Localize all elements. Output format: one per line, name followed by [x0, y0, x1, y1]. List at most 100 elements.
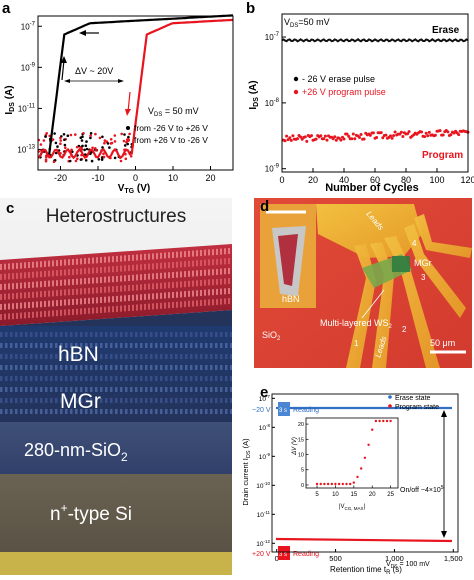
blue-atom	[220, 387, 223, 392]
red-atom	[176, 291, 178, 298]
noise-point	[103, 139, 107, 142]
blue-atom	[185, 398, 188, 403]
blue-atom	[95, 409, 98, 414]
blue-atom	[60, 332, 63, 337]
red-atom	[64, 279, 66, 286]
legend-erase-dot	[388, 395, 392, 399]
red-atom	[40, 311, 42, 318]
red-atom	[112, 306, 114, 313]
red-atom	[20, 262, 22, 269]
noise-point	[76, 157, 79, 160]
blue-atom	[65, 376, 68, 381]
b-plot-frame	[281, 13, 469, 173]
noise-point	[85, 140, 88, 143]
blue-atom	[175, 409, 178, 414]
inset-xtick-label: 5	[315, 492, 319, 498]
red-atom	[196, 270, 198, 277]
program-point	[420, 130, 423, 134]
red-atom	[12, 293, 14, 300]
red-atom	[108, 296, 110, 303]
red-atom	[148, 293, 150, 300]
red-atom	[120, 305, 122, 312]
red-atom	[28, 262, 30, 268]
red-atom	[148, 273, 150, 280]
red-atom	[136, 274, 138, 281]
red-atom	[104, 276, 106, 283]
red-atom	[36, 271, 38, 278]
red-atom	[200, 280, 202, 286]
red-atom	[84, 258, 86, 265]
red-atom	[152, 273, 154, 280]
red-atom	[120, 275, 122, 282]
blue-atom	[0, 387, 3, 392]
blue-atom	[190, 365, 193, 370]
gold-lead	[404, 224, 466, 318]
program-point	[371, 131, 375, 135]
red-atom	[12, 303, 14, 310]
red-atom	[212, 299, 214, 306]
blue-atom	[205, 343, 208, 348]
noise-point	[103, 141, 106, 145]
red-atom	[64, 289, 66, 296]
blue-atom	[100, 387, 103, 392]
blue-atom	[65, 354, 68, 359]
a-xtick-label: 20	[205, 173, 215, 183]
red-atom	[64, 299, 66, 306]
red-atom	[180, 271, 182, 278]
blue-atom	[95, 332, 98, 337]
red-atom	[40, 301, 42, 308]
inset-ylabel: ΔV (V)	[292, 437, 298, 456]
inset-ytick-label: 10	[298, 453, 304, 459]
blue-atom	[20, 398, 23, 403]
red-atom	[204, 249, 206, 256]
blue-atom	[105, 409, 108, 414]
red-atom	[188, 250, 190, 257]
red-atom	[172, 282, 174, 288]
noise-point	[108, 146, 111, 149]
minus20-label: −20 V	[252, 407, 271, 414]
panel-e: e Drain current IDS (A) 10-7 10-8 10-9 10-1…	[238, 384, 474, 576]
blue-atom	[220, 398, 223, 403]
program-point	[296, 137, 299, 141]
red-atom	[172, 272, 174, 278]
blue-atom	[10, 354, 13, 359]
erase-pulse-box	[278, 402, 290, 416]
panel-b-label: b	[246, 0, 256, 17]
blue-atom	[70, 387, 73, 392]
red-atom	[208, 259, 210, 266]
blue-atom	[50, 332, 53, 337]
blue-atom	[230, 376, 232, 381]
red-atom	[8, 293, 10, 300]
blue-atom	[25, 387, 28, 392]
program-label: Program	[422, 150, 463, 161]
blue-atom	[65, 343, 68, 348]
red-atom	[48, 260, 50, 267]
red-atom	[4, 313, 6, 320]
e-vds-label: VDS = 100 mV	[386, 561, 430, 570]
red-atom	[108, 286, 110, 293]
red-atom	[192, 290, 194, 297]
blue-atom	[115, 387, 118, 392]
erase-pulse-time: 3 s	[279, 408, 287, 414]
blue-atom	[100, 332, 103, 337]
blue-atom	[0, 343, 3, 348]
red-atom	[28, 312, 30, 318]
a-xtick-label: -20	[54, 173, 67, 183]
delta-left-head	[64, 79, 70, 83]
a-yaxis-ticks: 10-7 10-9 10-11 10-13	[17, 21, 42, 154]
blue-atom	[210, 343, 213, 348]
noise-point	[59, 142, 62, 145]
blue-atom	[95, 365, 98, 370]
red-atom	[36, 281, 38, 288]
blue-atom	[125, 332, 128, 337]
blue-atom	[40, 354, 43, 359]
blue-atom	[210, 332, 213, 337]
red-atom	[212, 259, 214, 266]
red-atom	[212, 289, 214, 296]
red-atom	[24, 302, 26, 309]
red-atom	[104, 266, 106, 273]
a-ylabel: IDS (A)	[4, 85, 16, 114]
noise-point	[123, 133, 126, 136]
red-atom	[228, 278, 230, 284]
ws2-label: Multi-layered WS2	[320, 318, 393, 330]
